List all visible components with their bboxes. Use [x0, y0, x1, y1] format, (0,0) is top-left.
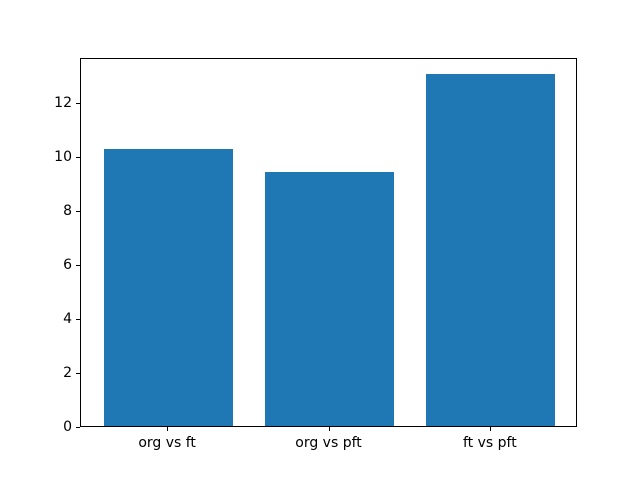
bar-org-vs-ft [103, 149, 233, 426]
x-axis-category-label: org vs ft [138, 435, 196, 451]
y-axis-tick-label: 12 [54, 95, 72, 112]
bar-ft-vs-pft [426, 73, 556, 426]
plot-area [80, 58, 577, 427]
bar-org-vs-pft [264, 172, 395, 426]
y-axis-tick-label: 6 [63, 257, 72, 274]
y-axis-tick [76, 264, 80, 266]
x-axis-category-label: ft vs pft [463, 435, 517, 451]
y-axis-tick-label: 4 [63, 311, 72, 328]
y-axis-tick [76, 102, 80, 104]
y-axis-tick [76, 318, 80, 320]
x-axis-tick [328, 427, 330, 431]
x-axis-tick [167, 427, 169, 431]
y-axis-tick-label: 8 [63, 203, 72, 220]
y-axis-tick-label: 0 [63, 419, 72, 435]
y-axis-tick-label: 10 [54, 149, 72, 166]
y-axis-tick [76, 156, 80, 158]
y-axis-tick [76, 210, 80, 212]
y-axis-tick-label: 2 [63, 365, 72, 381]
y-axis-tick [76, 372, 80, 374]
y-axis-tick [76, 426, 80, 428]
x-axis-tick [489, 427, 491, 431]
x-axis-category-label: org vs pft [295, 435, 362, 451]
